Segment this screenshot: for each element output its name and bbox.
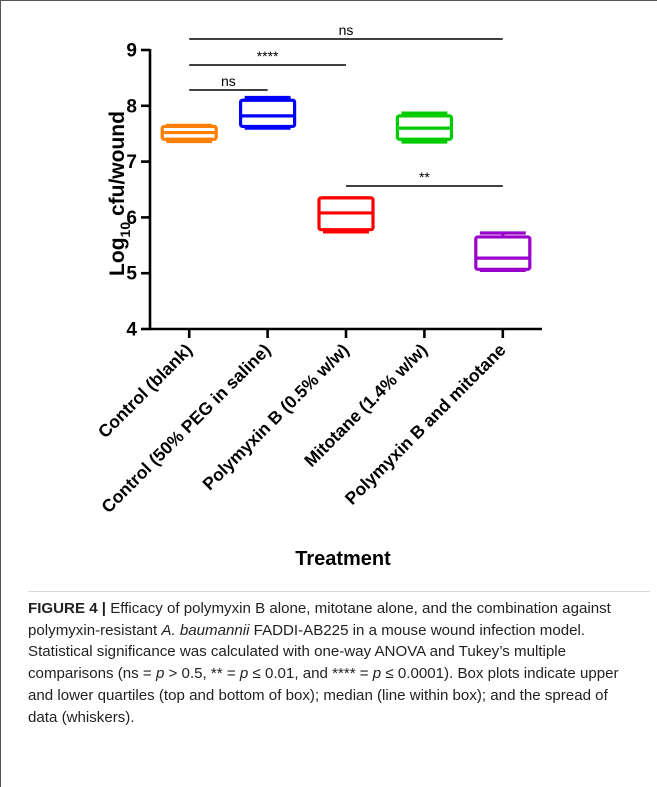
box-plot-group <box>395 111 453 144</box>
x-category-label: Control (50% PEG in saline) <box>97 340 274 517</box>
chart-axes <box>141 48 542 338</box>
box-iqr <box>239 98 297 129</box>
significance-label: ** <box>419 169 430 185</box>
significance-label: **** <box>257 48 279 64</box>
y-axis-label-subscript: 10 <box>117 222 133 238</box>
y-tick-label: 9 <box>126 41 137 62</box>
caption-p-symbol: p <box>372 665 382 683</box>
frame-left-border <box>0 0 1 787</box>
x-category-label: Polymyxin B (0.5% w/w) <box>198 340 352 494</box>
caption-species: A. baumannii <box>161 621 250 639</box>
caption-divider <box>28 591 650 592</box>
x-category-label: Polymyxin B and mitotane <box>341 340 510 509</box>
caption-text-5: ≤ 0.0001). Box plots indicate upper and … <box>28 665 619 726</box>
y-axis-label-rest: cfu/wound <box>106 111 129 222</box>
caption-text-1: Efficacy of polymyxin B alone, mitotane … <box>28 600 611 639</box>
y-tick-label: 7 <box>126 152 137 173</box>
caption-p-symbol: p <box>155 665 165 683</box>
caption-text-2: FADDI-AB225 in a mouse wound infection m… <box>28 621 586 683</box>
box-plot-group <box>239 95 297 130</box>
chart-boxes <box>160 95 532 273</box>
frame-top-border <box>0 0 657 1</box>
y-tick-label: 5 <box>126 264 137 285</box>
significance-label: ns <box>221 73 236 89</box>
caption-figure-label: FIGURE 4 | <box>28 600 107 617</box>
significance-label: ns <box>339 22 354 38</box>
figure-caption: FIGURE 4 | Efficacy of polymyxin B alone… <box>28 598 638 728</box>
chart-significance-bars <box>189 38 503 187</box>
y-axis-label: Log10 cfu/wound <box>106 111 133 276</box>
y-tick-label: 8 <box>126 96 137 117</box>
box-plot-group <box>160 123 218 144</box>
box-plot-group <box>474 231 532 273</box>
y-axis-label-main: Log <box>106 237 129 275</box>
caption-text-4: ≤ 0.01, and **** = <box>248 665 373 683</box>
caption-p-symbol: p <box>239 665 249 683</box>
box-plot-group <box>317 196 375 234</box>
caption-text-3: > 0.5, ** = <box>164 665 240 683</box>
x-axis-label: Treatment <box>295 548 391 570</box>
box-iqr <box>474 235 532 271</box>
y-tick-label: 4 <box>126 320 137 341</box>
y-tick-label: 6 <box>126 208 137 229</box>
